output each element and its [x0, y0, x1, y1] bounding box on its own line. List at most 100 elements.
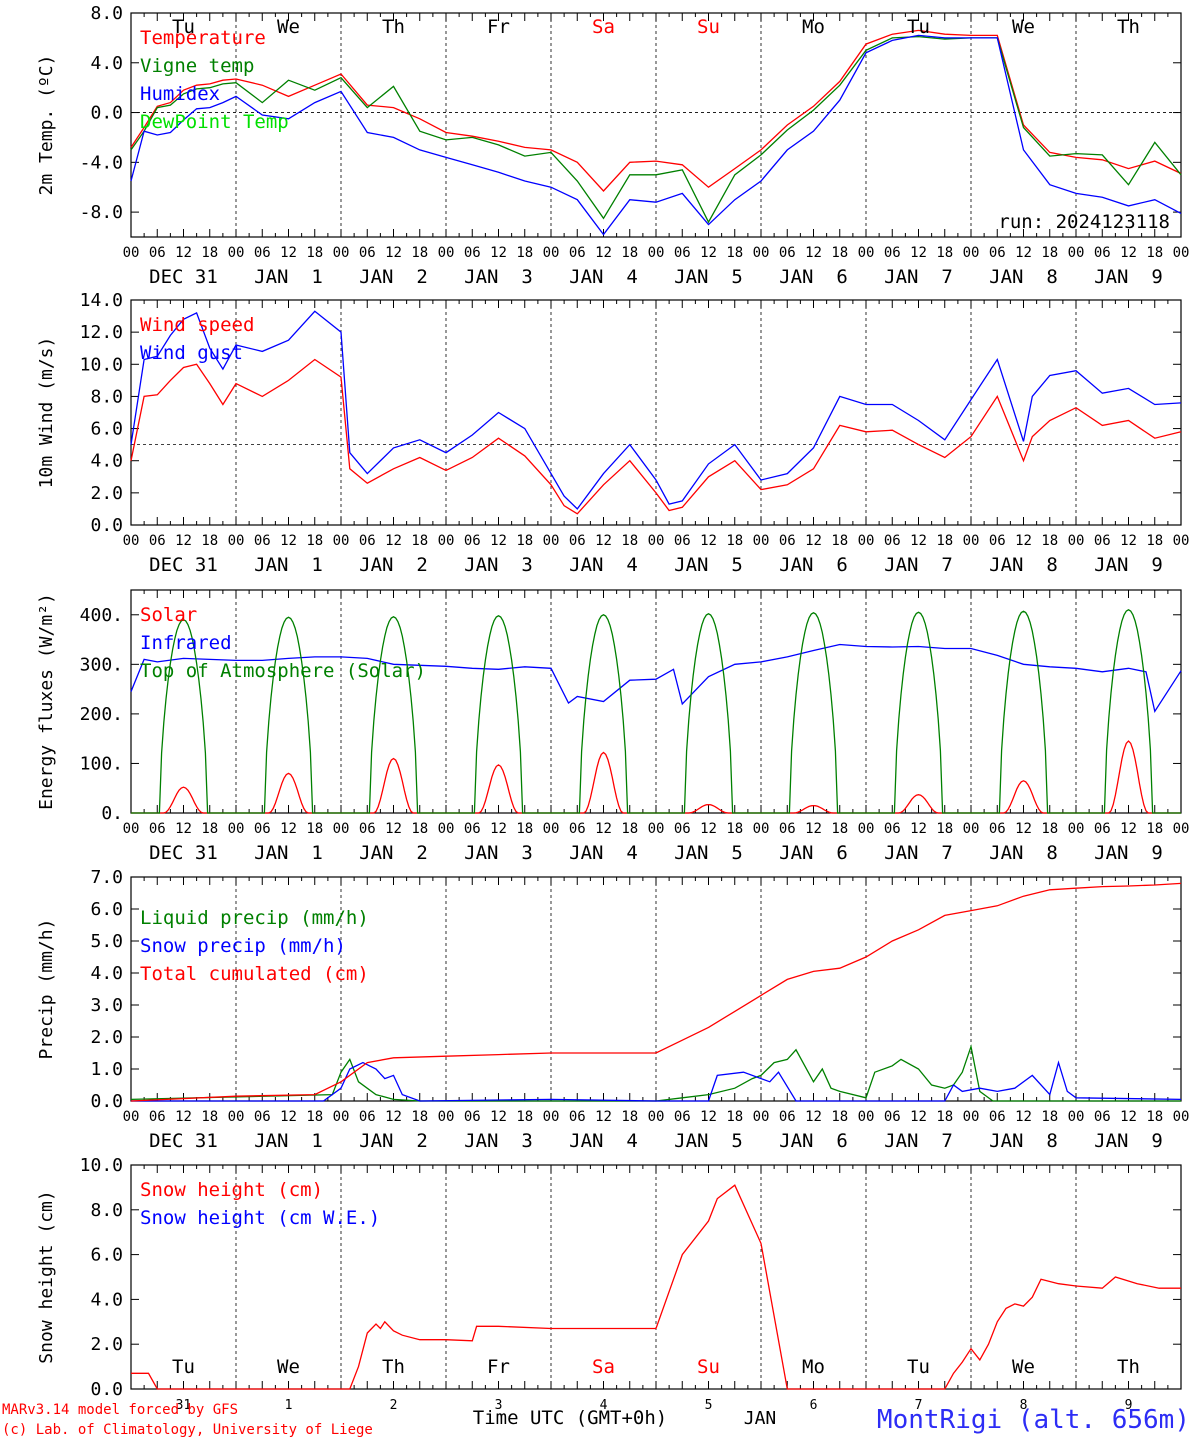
snow-series-snow-height-cm	[131, 1184, 1181, 1390]
energy-series-top-of-atmosphere-solar	[131, 609, 1181, 814]
wind-hour-label: 12	[595, 533, 612, 549]
energy-hour-label: 18	[201, 821, 218, 837]
energy-hour-label: 06	[884, 821, 901, 837]
energy-hour-label: 00	[1173, 821, 1190, 837]
energy-hour-label: 06	[464, 821, 481, 837]
wind-hour-label: 06	[569, 533, 586, 549]
temperature-hour-label: 06	[569, 245, 586, 261]
wind-date-label: JAN 9	[1094, 554, 1163, 576]
temperature-hour-label: 00	[333, 245, 350, 261]
precip-hour-label: 00	[333, 1109, 350, 1125]
snow-y-tick-label: 2.0	[90, 1334, 123, 1355]
wind-hour-label: 12	[805, 533, 822, 549]
precip-hour-label: 00	[1068, 1109, 1085, 1125]
precip-hour-label: 00	[753, 1109, 770, 1125]
energy-hour-label: 00	[228, 821, 245, 837]
energy-y-tick-label: 0.	[101, 803, 123, 824]
wind-y-tick-label: 10.0	[80, 354, 123, 375]
temperature-date-label: JAN 2	[359, 266, 428, 288]
precip-y-tick-label: 4.0	[90, 963, 123, 984]
precip-date-label: JAN 6	[779, 1130, 848, 1152]
panel-precip	[130, 876, 1182, 1102]
precip-legend-entry: Total cumulated (cm)	[140, 963, 369, 985]
temperature-y-tick-label: -4.0	[80, 152, 123, 173]
wind-hour-label: 12	[1015, 533, 1032, 549]
energy-hour-label: 00	[858, 821, 875, 837]
precip-date-label: JAN 8	[989, 1130, 1058, 1152]
precip-hour-label: 18	[516, 1109, 533, 1125]
wind-hour-label: 12	[175, 533, 192, 549]
snow-day-number: 4	[600, 1398, 608, 1413]
energy-hour-label: 12	[175, 821, 192, 837]
energy-date-label: JAN 2	[359, 842, 428, 864]
temperature-series-humidex	[130, 34, 1182, 236]
wind-hour-label: 12	[1120, 533, 1137, 549]
model-credit: MARv3.14 model forced by GFS	[2, 1402, 238, 1418]
temperature-hour-label: 18	[411, 245, 428, 261]
temperature-hour-label: 00	[753, 245, 770, 261]
energy-legend-entry: Solar	[140, 604, 197, 626]
wind-y-tick-label: 0.0	[90, 515, 123, 536]
precip-hour-label: 12	[910, 1109, 927, 1125]
temperature-date-label: JAN 8	[989, 266, 1058, 288]
temperature-hour-label: 12	[1015, 245, 1032, 261]
wind-hour-label: 06	[359, 533, 376, 549]
energy-hour-label: 12	[385, 821, 402, 837]
wind-y-tick-label: 2.0	[90, 483, 123, 504]
temperature-hour-label: 06	[674, 245, 691, 261]
temperature-hour-label: 12	[490, 245, 507, 261]
energy-hour-label: 00	[438, 821, 455, 837]
precip-hour-label: 06	[464, 1109, 481, 1125]
precip-y-label: Precip (mm/h)	[36, 919, 57, 1060]
temperature-hour-label: 12	[700, 245, 717, 261]
wind-hour-label: 18	[306, 533, 323, 549]
energy-hour-label: 12	[805, 821, 822, 837]
snow-day-label: Tu	[907, 1356, 930, 1378]
temperature-y-tick-label: 8.0	[90, 3, 123, 24]
energy-hour-label: 12	[490, 821, 507, 837]
temperature-hour-label: 18	[726, 245, 743, 261]
temperature-hour-label: 00	[228, 245, 245, 261]
wind-date-label: DEC 31	[149, 554, 218, 576]
precip-hour-label: 00	[1173, 1109, 1190, 1125]
precip-hour-label: 06	[254, 1109, 271, 1125]
precip-hour-label: 18	[201, 1109, 218, 1125]
snow-y-label: Snow height (cm)	[36, 1190, 57, 1363]
snow-day-number: 5	[705, 1398, 713, 1413]
wind-hour-label: 00	[1173, 533, 1190, 549]
wind-hour-label: 00	[543, 533, 560, 549]
precip-date-label: JAN 7	[884, 1130, 953, 1152]
energy-legend-entry: Infrared	[140, 632, 232, 654]
energy-hour-label: 06	[149, 821, 166, 837]
snow-day-label: Tu	[172, 1356, 195, 1378]
energy-hour-label: 18	[411, 821, 428, 837]
wind-y-label: 10m Wind (m/s)	[36, 337, 57, 489]
wind-hour-label: 00	[333, 533, 350, 549]
precip-hour-label: 00	[123, 1109, 140, 1125]
energy-frame	[130, 589, 1182, 814]
wind-hour-label: 06	[674, 533, 691, 549]
precip-hour-label: 18	[831, 1109, 848, 1125]
wind-hour-label: 00	[123, 533, 140, 549]
wind-hour-label: 06	[254, 533, 271, 549]
wind-date-label: JAN 4	[569, 554, 638, 576]
wind-hour-label: 06	[1094, 533, 1111, 549]
month-label: JAN	[744, 1408, 777, 1429]
temperature-date-label: JAN 4	[569, 266, 638, 288]
wind-date-label: JAN 6	[779, 554, 848, 576]
temperature-hour-label: 12	[910, 245, 927, 261]
snow-y-tick-label: 10.0	[80, 1155, 123, 1176]
energy-hour-label: 18	[516, 821, 533, 837]
temperature-hour-label: 06	[149, 245, 166, 261]
temperature-hour-label: 18	[936, 245, 953, 261]
wind-y-tick-label: 6.0	[90, 419, 123, 440]
temperature-hour-label: 06	[359, 245, 376, 261]
energy-y-tick-label: 300.	[80, 654, 123, 675]
day-label: We	[277, 16, 300, 38]
wind-y-tick-label: 14.0	[80, 290, 123, 311]
precip-hour-label: 12	[1015, 1109, 1032, 1125]
temperature-hour-label: 00	[123, 245, 140, 261]
precip-hour-label: 12	[1120, 1109, 1137, 1125]
wind-hour-label: 18	[516, 533, 533, 549]
precip-hour-label: 06	[779, 1109, 796, 1125]
